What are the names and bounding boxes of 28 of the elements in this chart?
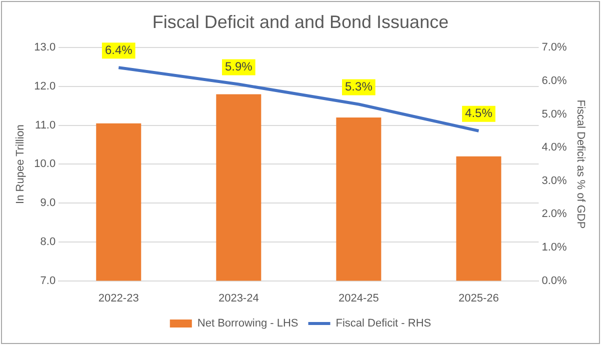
y2-tick-label: 4.0% (542, 142, 568, 154)
y2-tick-label: 1.0% (542, 242, 568, 254)
data-label: 5.9% (224, 60, 253, 74)
x-tick-label: 2024-25 (338, 292, 379, 304)
data-label: 5.3% (345, 80, 373, 94)
chart-title: Fiscal Deficit and and Bond Issuance (152, 12, 449, 32)
legend-label: Net Borrowing - LHS (197, 318, 298, 330)
y-tick-label: 9.0 (40, 197, 56, 210)
y-tick-label: 7.0 (40, 274, 56, 287)
legend-label: Fiscal Deficit - RHS (336, 318, 432, 330)
y2-axis-title: Fiscal Deficit as % of GDP (574, 100, 586, 229)
y-tick-label: 13.0 (34, 42, 56, 54)
y2-tick-label: 6.0% (542, 74, 568, 87)
y-tick-label: 10.0 (34, 158, 56, 170)
y-axis-title: In Rupee Trillion (14, 124, 27, 204)
x-tick-label: 2023-24 (218, 292, 259, 304)
x-tick-label: 2022-23 (98, 292, 139, 304)
y-tick-label: 8.0 (40, 236, 56, 248)
y-tick-label: 11.0 (35, 119, 56, 132)
y2-tick-label: 5.0% (542, 108, 568, 120)
y2-tick-label: 2.0% (542, 208, 568, 220)
y2-tick-label: 3.0% (542, 174, 568, 187)
y-tick-label: 12.0 (34, 80, 56, 92)
data-label: 6.4% (104, 42, 133, 57)
x-tick-label: 2025-26 (458, 292, 499, 304)
y2-tick-label: 7.0% (542, 42, 568, 54)
y2-tick-label: 0.0% (542, 274, 568, 287)
data-label: 4.5% (465, 106, 493, 120)
